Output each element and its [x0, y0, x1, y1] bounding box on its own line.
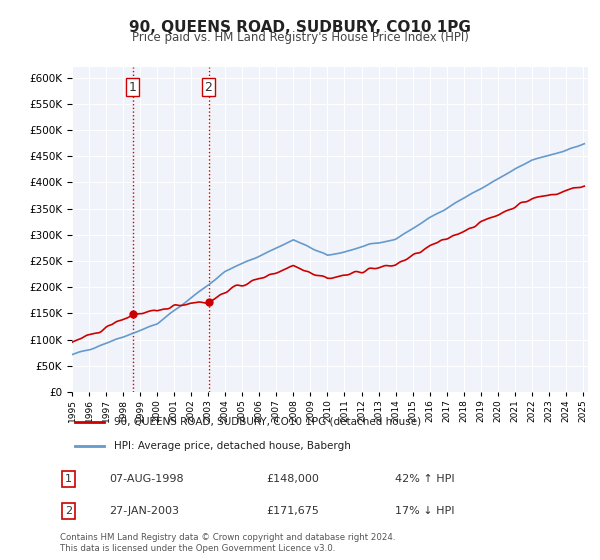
Text: 07-AUG-1998: 07-AUG-1998	[109, 474, 184, 484]
Text: 90, QUEENS ROAD, SUDBURY, CO10 1PG (detached house): 90, QUEENS ROAD, SUDBURY, CO10 1PG (deta…	[114, 417, 421, 427]
Text: 2: 2	[65, 506, 72, 516]
Text: Contains HM Land Registry data © Crown copyright and database right 2024.
This d: Contains HM Land Registry data © Crown c…	[60, 533, 395, 553]
Text: 90, QUEENS ROAD, SUDBURY, CO10 1PG: 90, QUEENS ROAD, SUDBURY, CO10 1PG	[129, 20, 471, 35]
Text: £148,000: £148,000	[266, 474, 320, 484]
Text: 42% ↑ HPI: 42% ↑ HPI	[395, 474, 454, 484]
Text: 1: 1	[128, 81, 136, 94]
Text: HPI: Average price, detached house, Babergh: HPI: Average price, detached house, Babe…	[114, 441, 351, 451]
Text: Price paid vs. HM Land Registry's House Price Index (HPI): Price paid vs. HM Land Registry's House …	[131, 31, 469, 44]
Text: 1: 1	[65, 474, 72, 484]
Text: £171,675: £171,675	[266, 506, 320, 516]
Text: 17% ↓ HPI: 17% ↓ HPI	[395, 506, 454, 516]
Text: 2: 2	[205, 81, 212, 94]
Text: 27-JAN-2003: 27-JAN-2003	[109, 506, 179, 516]
